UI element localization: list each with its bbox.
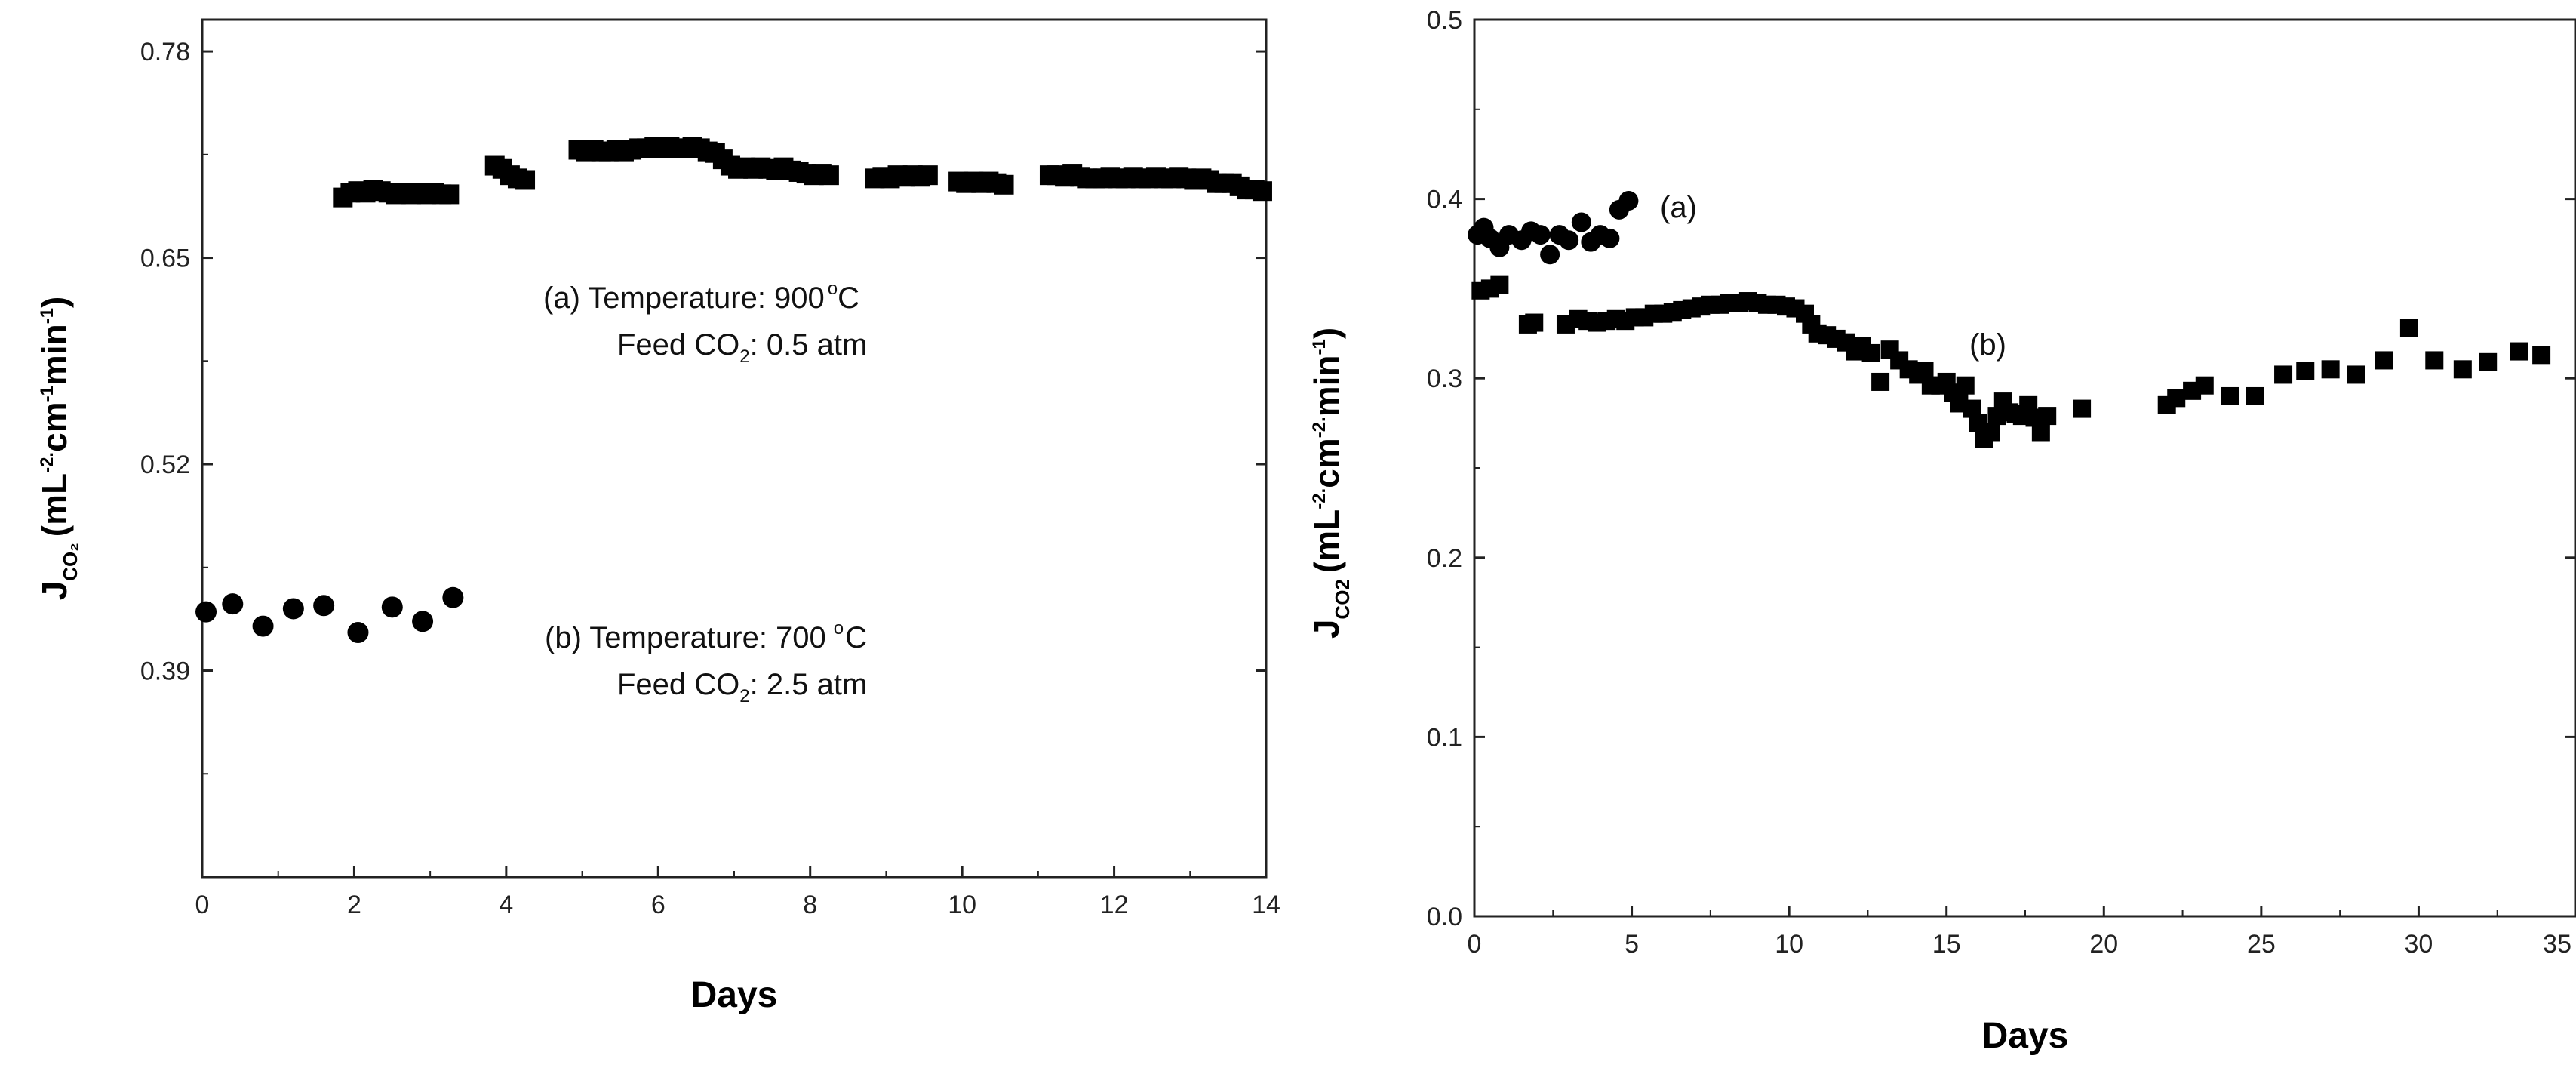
right-series-1-point <box>2510 342 2528 361</box>
right-x-tick-label: 15 <box>1932 930 1961 959</box>
left-series-0-point <box>1252 181 1272 202</box>
right-series-0-point <box>1530 225 1551 245</box>
left-series-1-point <box>282 598 304 620</box>
right-y-tick-label: 0.2 <box>1427 544 1462 573</box>
left-y-tick-label: 0.78 <box>140 38 190 66</box>
right-series-1-point <box>2167 389 2186 408</box>
right-series-0-point <box>1559 230 1579 251</box>
right-series-1-point <box>2399 319 2418 337</box>
annotation-b: (b) Temperature: 700 oC Feed CO2: 2.5 atm <box>545 618 867 706</box>
right-series-1-point <box>2073 399 2092 418</box>
right-series-1-point <box>2195 376 2214 395</box>
left-x-tick-label: 2 <box>347 891 361 919</box>
right-series-1-point <box>2425 351 2444 370</box>
annotation-b-line1: (b) Temperature: 700 <box>545 621 826 654</box>
right-annotation-a: (a) <box>1660 191 1697 224</box>
left-y-tick-label: 0.52 <box>140 451 190 479</box>
right-series-1-point <box>2347 365 2365 384</box>
right-series-1-point <box>1490 275 1509 294</box>
right-series-1-point <box>2246 386 2264 405</box>
left-series-0-point <box>819 165 839 186</box>
right-y-tick-label: 0.3 <box>1427 365 1462 393</box>
left-series-1-point <box>442 586 464 608</box>
right-series-1-point <box>2479 352 2498 371</box>
chart-left: 0 2 4 6 8 10 12 14 0.39 0.52 0.65 0.78 Days JCO₂(mL… <box>35 18 1280 1015</box>
right-series-1-point <box>2453 360 2472 379</box>
left-series-0-point <box>918 165 938 186</box>
left-series-1-point <box>412 611 434 632</box>
right-x-tick-label: 35 <box>2543 930 2571 959</box>
left-y-axis-title: JCO₂(mL-2.cm-1min-1) <box>35 297 81 601</box>
right-y-tick-label: 0.0 <box>1427 903 1462 931</box>
right-x-tick-label: 0 <box>1468 930 1482 959</box>
annotation-a-line1: (a) Temperature: 900 <box>543 282 825 315</box>
right-x-tick-label: 20 <box>2089 930 2118 959</box>
right-series-1-point <box>2321 360 2340 379</box>
right-points <box>1468 190 2551 448</box>
left-x-tick-label: 14 <box>1252 891 1280 919</box>
svg-text:Feed CO2: 2.5 atm: Feed CO2: 2.5 atm <box>617 668 867 706</box>
right-series-1-point <box>2038 407 2057 426</box>
right-series-1-point <box>1861 343 1880 362</box>
left-x-tick-label: 0 <box>195 891 210 919</box>
right-series-0-point <box>1618 190 1639 211</box>
chart-right: 0 5 10 15 20 25 30 35 0.0 0.1 0.2 0.3 0.4 0.5 Days JC… <box>1307 6 2576 1056</box>
right-series-0-point <box>1571 212 1591 232</box>
right-annotation-b: (b) <box>1969 328 2006 362</box>
left-y-tick-label: 0.39 <box>140 657 190 686</box>
left-series-1-point <box>381 596 403 618</box>
left-series-1-point <box>252 615 274 637</box>
right-x-tick-label: 25 <box>2247 930 2276 959</box>
left-x-tick-label: 4 <box>499 891 513 919</box>
right-y-tick-label: 0.1 <box>1427 723 1462 752</box>
right-series-1-point <box>2221 386 2239 405</box>
right-series-1-point <box>1981 423 2000 442</box>
left-plot-frame <box>201 18 1268 879</box>
right-x-tick-label: 10 <box>1775 930 1803 959</box>
left-x-axis-title: Days <box>691 975 778 1015</box>
left-series-0-point <box>439 184 460 205</box>
left-ticks: 0 2 4 6 8 10 12 14 0.39 0.52 0.65 0.78 <box>140 38 1280 919</box>
left-x-tick-label: 12 <box>1100 891 1129 919</box>
left-series-0-point <box>515 170 536 190</box>
left-series-1-point <box>347 622 369 644</box>
right-series-0-point <box>1600 228 1620 248</box>
right-series-1-point <box>1956 376 1975 395</box>
left-y-tick-label: 0.65 <box>140 245 190 273</box>
left-series-1-point <box>195 601 217 623</box>
right-y-axis-title: JCO2(mL-2.cm-2.min-1) <box>1307 328 1354 639</box>
right-ticks: 0 5 10 15 20 25 30 35 0.0 0.1 0.2 0.3 0.4 0.5 <box>1427 6 2576 959</box>
right-y-tick-label: 0.5 <box>1427 6 1462 35</box>
right-series-0-point <box>1540 245 1560 265</box>
annotation-a: (a) Temperature: 900 oC Feed CO2: 0.5 atm <box>543 279 867 367</box>
left-x-tick-label: 6 <box>651 891 666 919</box>
right-x-axis-title: Days <box>1982 1016 2069 1056</box>
left-x-tick-label: 8 <box>803 891 817 919</box>
left-series-1-point <box>313 595 335 617</box>
right-plot-frame <box>1473 18 2576 918</box>
left-series-0-point <box>994 174 1014 195</box>
right-series-1-point <box>1525 313 1544 332</box>
right-series-1-point <box>1871 372 1890 391</box>
left-series-1-point <box>222 593 244 615</box>
right-series-1-point <box>2532 346 2551 365</box>
right-series-1-point <box>2031 423 2050 442</box>
annotation-a-line2: Feed CO <box>617 328 739 362</box>
left-points <box>195 137 1272 644</box>
left-x-tick-label: 10 <box>948 891 976 919</box>
right-series-1-point <box>2296 362 2315 380</box>
right-series-1-point <box>2375 351 2393 370</box>
annotation-b-line2: Feed CO <box>617 668 739 701</box>
right-y-tick-label: 0.4 <box>1427 186 1462 214</box>
right-x-tick-label: 30 <box>2405 930 2433 959</box>
right-x-tick-label: 5 <box>1625 930 1639 959</box>
svg-text:Feed CO2: 0.5 atm: Feed CO2: 0.5 atm <box>617 328 867 367</box>
right-series-1-point <box>2274 365 2293 384</box>
